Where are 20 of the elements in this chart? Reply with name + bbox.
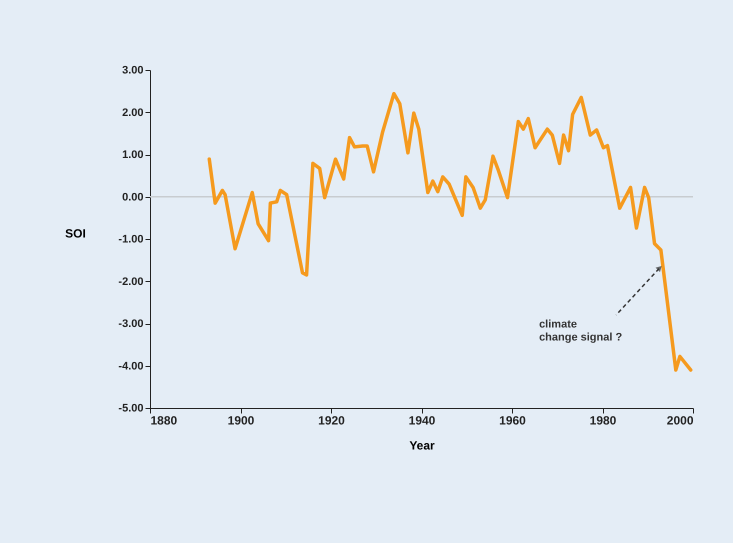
y-tick-label: -2.00 (118, 276, 144, 288)
x-tick-label: 1900 (228, 414, 255, 428)
y-tick-label: 0.00 (122, 191, 144, 204)
y-tick-label: -4.00 (118, 360, 144, 372)
x-tick-label: 1920 (318, 414, 346, 428)
y-tick-label: -3.00 (118, 318, 144, 330)
y-axis-title: SOI (65, 226, 86, 240)
x-tick-label: 1880 (150, 414, 178, 428)
y-tick-label: -1.00 (118, 234, 144, 246)
y-tick-label: 1.00 (122, 149, 144, 161)
annotation: climate change signal ? (539, 318, 622, 344)
y-tick-label: 2.00 (122, 106, 144, 119)
x-tick-label: 1960 (499, 414, 526, 428)
x-tick-label: 1980 (590, 414, 617, 428)
x-tick-label: 1940 (408, 414, 436, 428)
y-tick-label: 3.00 (122, 64, 144, 76)
line-series (208, 92, 692, 372)
x-tick-label: 2000 (666, 414, 694, 428)
x-axis-title: Year (409, 438, 436, 452)
y-tick-label: -5.00 (118, 402, 144, 414)
